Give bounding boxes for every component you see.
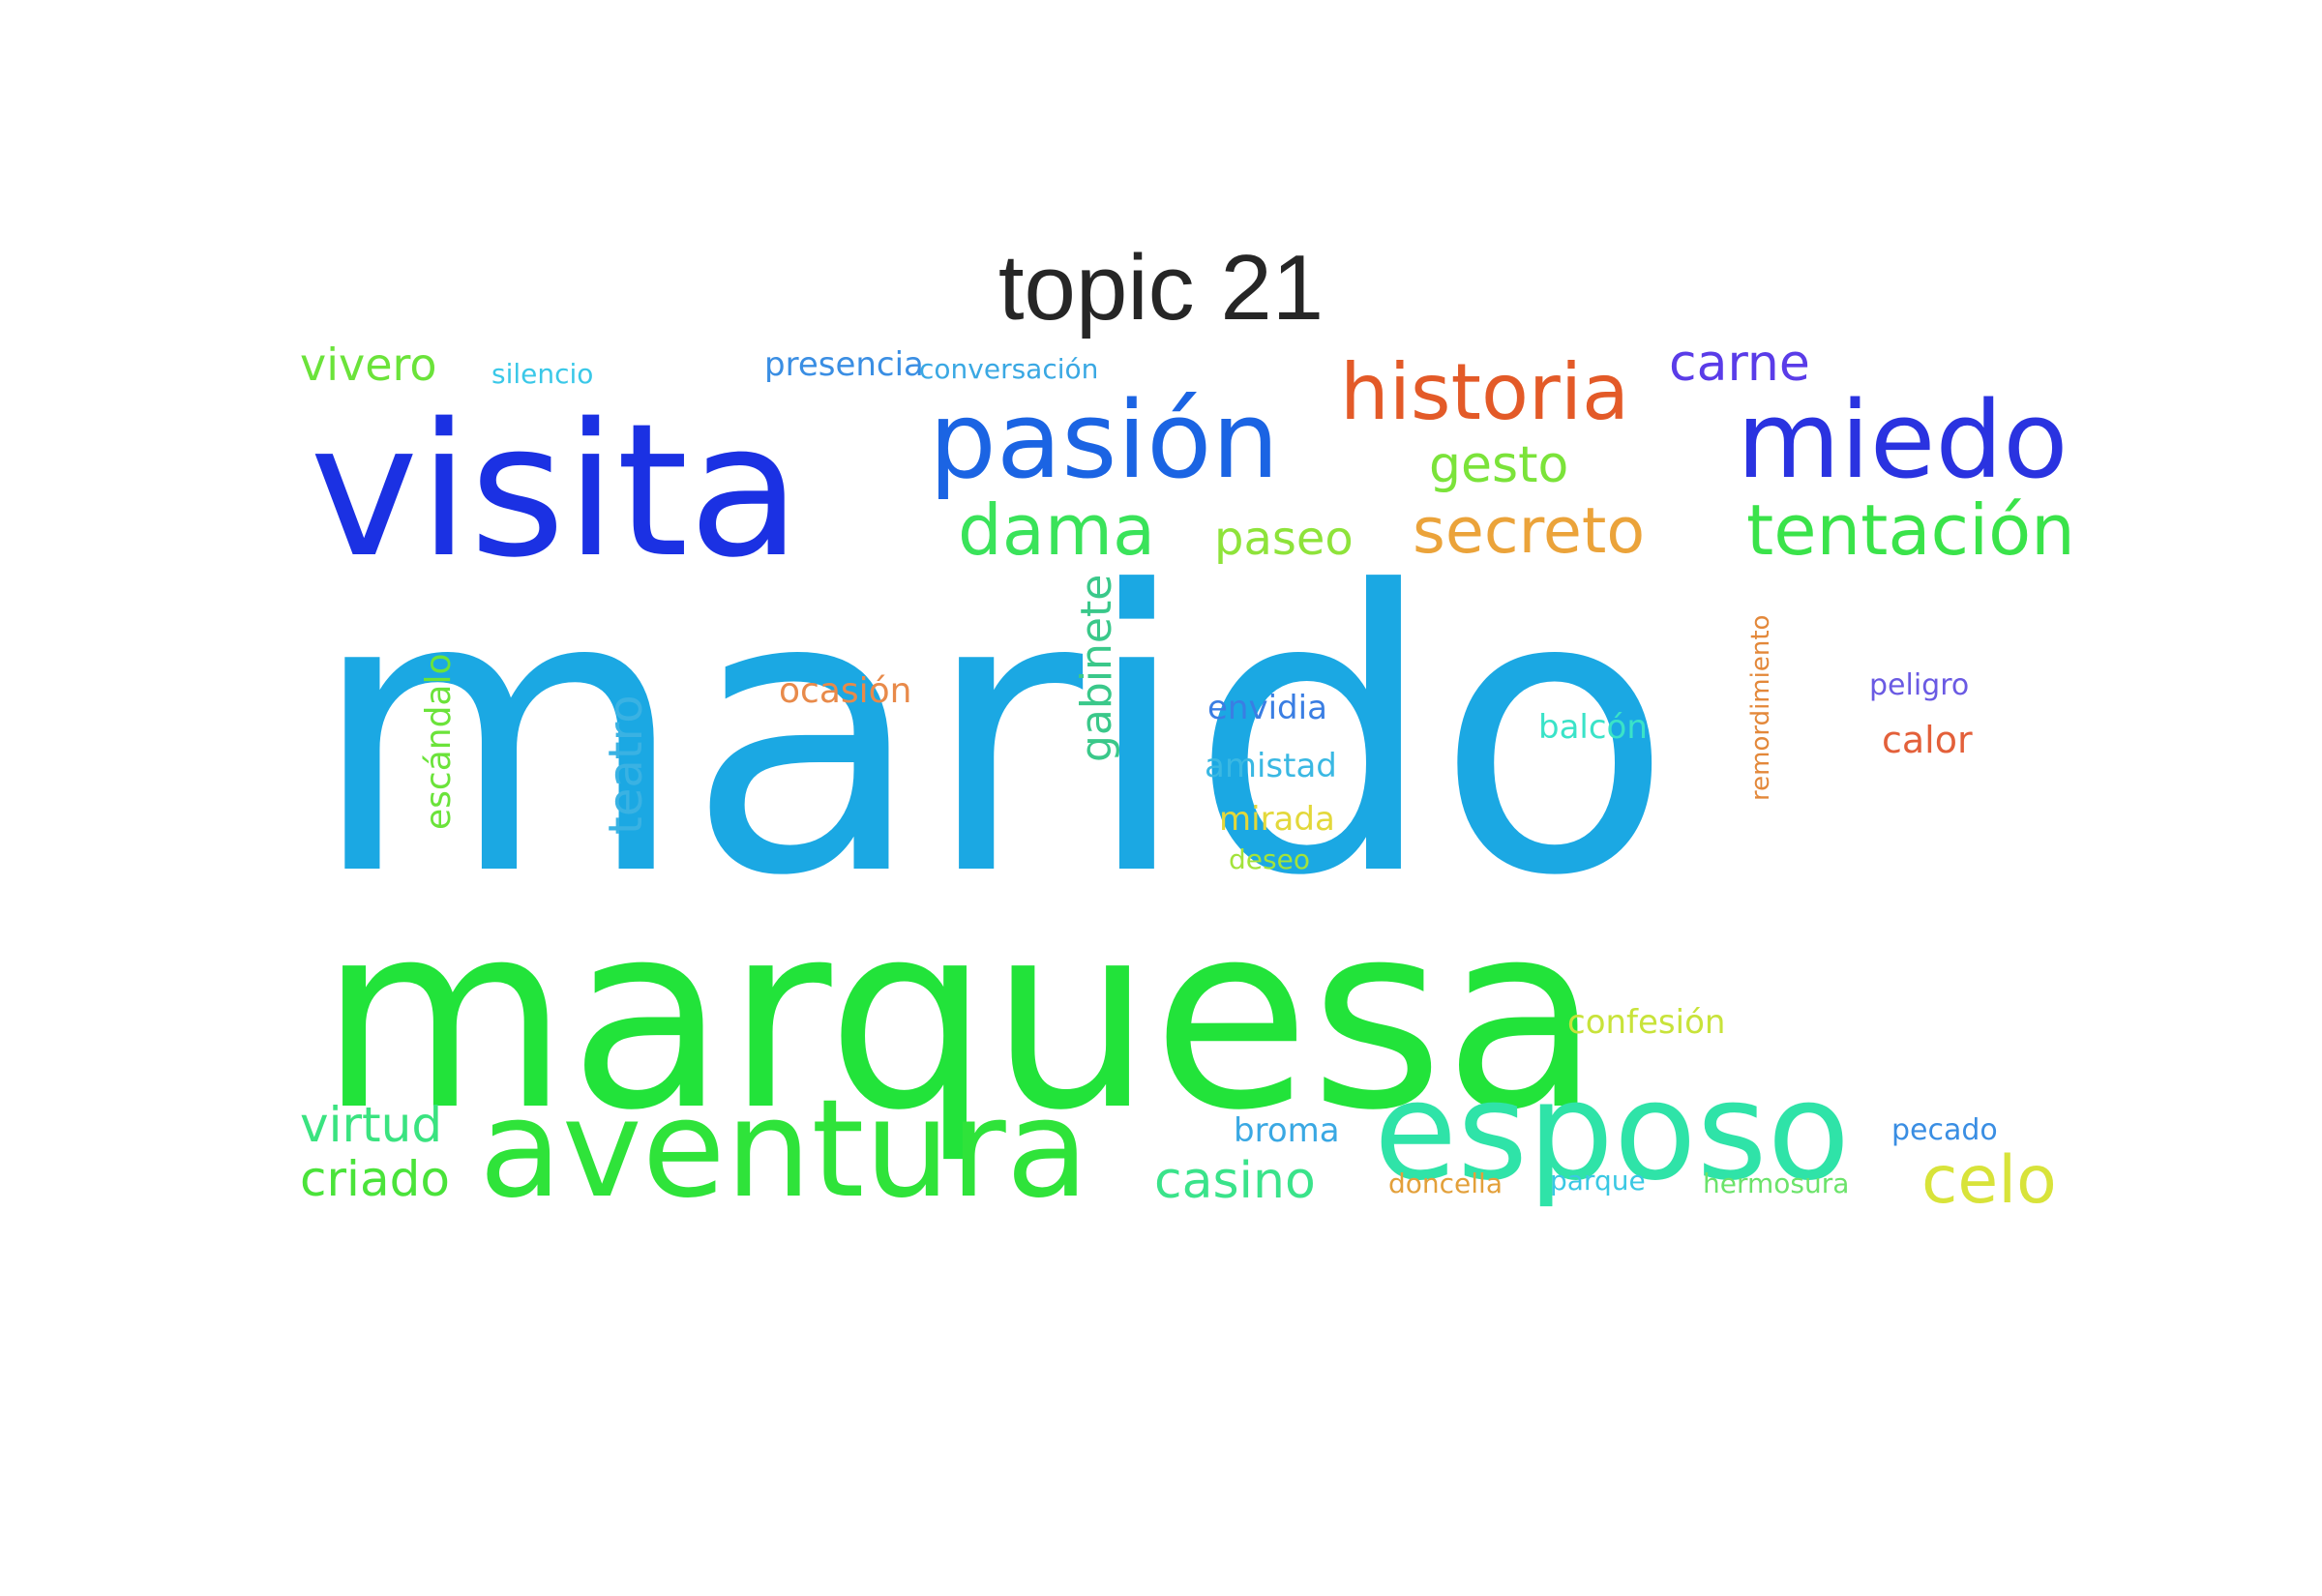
- word-10: secreto: [1413, 495, 1645, 568]
- word-38: parque: [1550, 1165, 1646, 1197]
- word-28: confesión: [1567, 1003, 1725, 1042]
- word-34: pecado: [1891, 1113, 1998, 1147]
- word-1: marquesa: [319, 869, 1600, 1167]
- word-37: doncella: [1388, 1167, 1503, 1199]
- word-0: marido: [310, 511, 1673, 961]
- word-19: amistad: [1205, 747, 1337, 785]
- word-30: criado: [300, 1151, 450, 1207]
- word-27: calor: [1882, 719, 1973, 761]
- word-13: silencio: [491, 358, 593, 390]
- word-20: mirada: [1219, 800, 1335, 839]
- word-29: virtud: [300, 1097, 442, 1153]
- word-36: casino: [1154, 1152, 1316, 1210]
- chart-title: topic 21: [997, 236, 1325, 340]
- word-cloud: marido marquesa visita pasión historia miedo c…: [290, 346, 2090, 1256]
- word-24: balcón: [1538, 708, 1648, 747]
- word-2: visita: [310, 384, 801, 598]
- word-14: presencia: [764, 346, 924, 384]
- word-26: peligro: [1869, 668, 1969, 702]
- word-32: esposo: [1374, 1053, 1850, 1211]
- word-5: miedo: [1737, 378, 2069, 502]
- word-21: deseo: [1229, 843, 1310, 875]
- word-6: carne: [1669, 346, 1810, 393]
- word-17: gabinete: [1072, 575, 1121, 762]
- word-18: envidia: [1207, 689, 1327, 727]
- word-9: paseo: [1214, 512, 1354, 566]
- word-12: vivero: [300, 346, 437, 391]
- word-25: remordimiento: [1746, 615, 1775, 801]
- word-4: historia: [1340, 347, 1629, 437]
- word-7: gesto: [1429, 436, 1568, 494]
- word-33: broma: [1234, 1111, 1340, 1150]
- word-11: tentación: [1746, 489, 2075, 571]
- word-23: teatro: [599, 695, 653, 835]
- word-35: celo: [1921, 1142, 2057, 1219]
- word-22: escándalo: [419, 653, 459, 830]
- word-8: dama: [958, 489, 1155, 571]
- word-3: pasión: [929, 378, 1279, 502]
- word-39: hermosura: [1703, 1167, 1849, 1199]
- word-31: aventura: [479, 1071, 1088, 1228]
- word-15: conversación: [919, 353, 1098, 385]
- word-16: ocasión: [779, 671, 911, 711]
